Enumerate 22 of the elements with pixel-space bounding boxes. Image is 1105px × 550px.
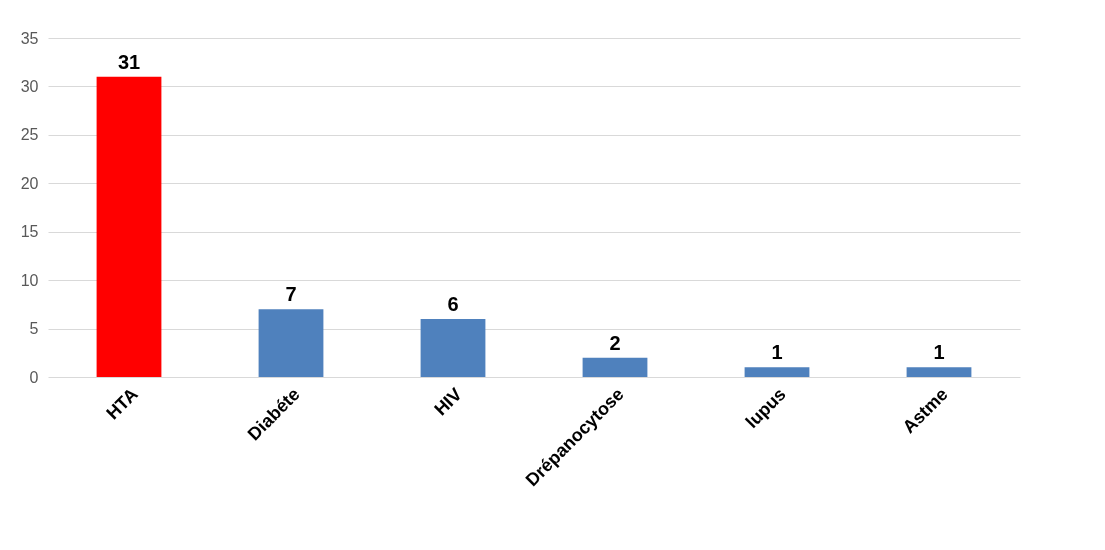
bar [420, 318, 486, 377]
data-label: 1 [933, 341, 945, 364]
bar [582, 357, 648, 377]
bar [906, 367, 972, 377]
bar [258, 309, 324, 377]
y-tick-label: 15 [20, 223, 39, 241]
bar [744, 367, 810, 377]
x-tick-label: HIV [430, 384, 466, 420]
y-tick-label: 10 [20, 271, 39, 289]
y-tick-label: 30 [20, 77, 39, 95]
y-tick-label: 35 [20, 29, 39, 47]
data-label: 6 [447, 292, 459, 315]
data-label: 1 [771, 341, 783, 364]
data-label: 7 [285, 283, 297, 306]
data-label: 2 [609, 331, 621, 354]
y-tick-label: 20 [20, 174, 39, 192]
bar [96, 76, 162, 377]
x-tick-label: HTA [102, 384, 142, 424]
y-tick-label: 0 [29, 368, 39, 386]
y-tick-label: 5 [29, 320, 39, 338]
y-tick-label: 25 [20, 126, 39, 144]
data-label: 31 [117, 50, 141, 73]
